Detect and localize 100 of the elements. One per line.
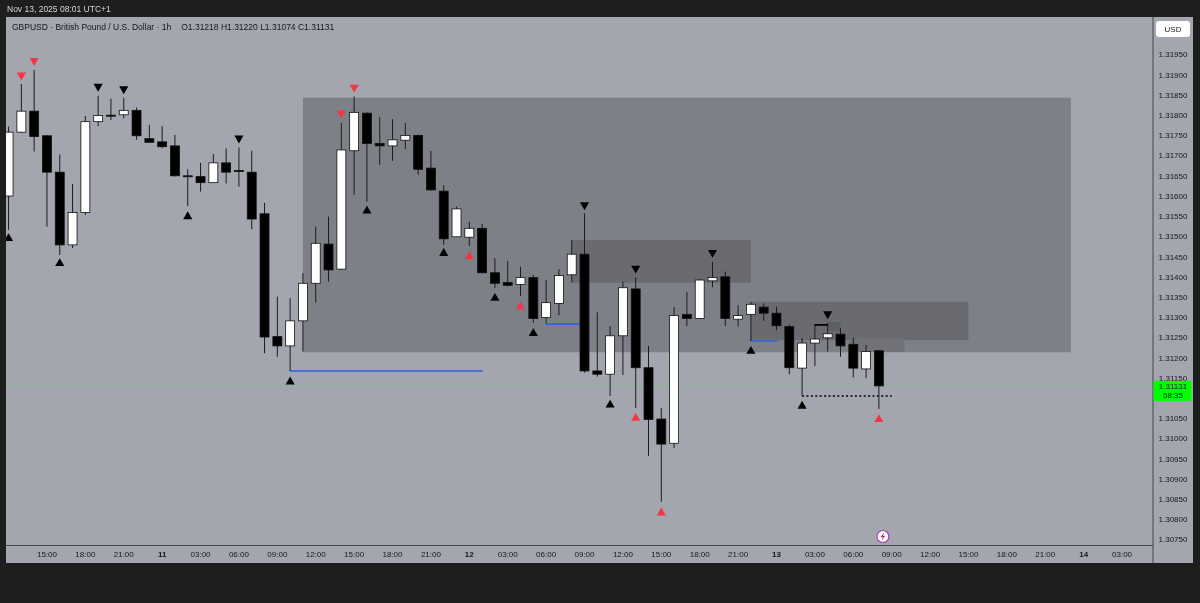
x-tick-label: 12 [464, 550, 475, 560]
candlestick [118, 97, 129, 119]
x-tick-label: 06:00 [536, 550, 557, 560]
y-tick-label: 1.30800 [1158, 515, 1189, 525]
x-tick-label: 11 [157, 550, 167, 560]
candlestick [707, 261, 718, 288]
candlestick [464, 221, 475, 247]
x-tick-label: 12:00 [612, 550, 634, 560]
text: Nov 13, 2025 08:01 UTC+1 [7, 4, 111, 14]
point [746, 345, 756, 354]
x-tick-label: 14 [1079, 550, 1089, 560]
point [579, 202, 590, 211]
point [631, 412, 641, 421]
point [707, 249, 718, 258]
candlestick [835, 327, 846, 358]
candlestick [810, 324, 820, 367]
candlestick [502, 260, 513, 287]
candlestick [682, 291, 692, 327]
candlestick [746, 301, 756, 342]
x-tick-label: 09:00 [574, 550, 596, 560]
candlestick [566, 239, 577, 283]
point [874, 414, 884, 423]
text: 58:35 [1162, 390, 1184, 400]
candlestick [272, 296, 283, 358]
x-tick-label: 21:00 [1035, 550, 1056, 560]
point [797, 400, 807, 409]
y-tick-label: 1.31400 [1158, 272, 1189, 282]
y-tick-label: 1.31200 [1158, 353, 1189, 363]
x-tick-label: 18:00 [996, 550, 1018, 560]
candlestick [848, 337, 859, 378]
x-tick-label: 21:00 [420, 550, 442, 560]
x-tick-label: 12:00 [305, 550, 327, 560]
candlestick [208, 153, 219, 184]
candlestick [861, 344, 871, 379]
candlestick [771, 306, 782, 331]
y-tick-label: 1.31850 [1158, 90, 1189, 100]
point [183, 211, 193, 220]
y-tick-label: 1.31350 [1158, 292, 1189, 302]
point [605, 399, 615, 408]
candlestick [195, 162, 206, 193]
y-tick-label: 1.30900 [1158, 474, 1189, 484]
x-tick-label: 15:00 [958, 550, 980, 560]
text: GBPUSD · British Pound / U.S. Dollar · 1h [12, 22, 172, 32]
point [439, 248, 449, 256]
x-tick-label: 12:00 [920, 550, 941, 560]
point [490, 292, 500, 301]
x-tick-label: 03:00 [1112, 550, 1133, 560]
y-tick-label: 1.31250 [1158, 333, 1189, 343]
point [528, 328, 538, 336]
y-tick-label: 1.31700 [1158, 151, 1189, 161]
y-axis-title: USD [1164, 25, 1182, 34]
y-tick-label: 1.31750 [1158, 131, 1189, 141]
x-tick-label: 03:00 [804, 550, 826, 560]
y-tick-label: 1.30950 [1158, 454, 1189, 464]
y-tick-label: 1.31000 [1158, 434, 1189, 444]
point [93, 83, 103, 92]
point [362, 205, 372, 214]
candlestick [490, 257, 500, 289]
candlestick [182, 168, 193, 207]
y-tick-label: 1.31950 [1158, 50, 1189, 60]
x-tick-label: 15:00 [36, 550, 58, 560]
x-tick-label: 09:00 [267, 550, 288, 560]
candlestick [387, 118, 398, 162]
x-tick-label: 06:00 [228, 550, 250, 560]
candlestick [822, 322, 833, 353]
ref-line-label: 1.31131 [1158, 381, 1188, 391]
x-tick-label: 18:00 [382, 550, 404, 560]
y-tick-label: 1.31050 [1158, 414, 1189, 424]
x-tick-label: 03:00 [497, 550, 519, 560]
candlestick [592, 311, 603, 378]
y-tick-label: 1.31900 [1158, 70, 1189, 80]
y-tick-label: 1.30850 [1158, 494, 1189, 504]
y-tick-label: 1.31500 [1158, 232, 1189, 242]
y-tick-label: 1.31650 [1158, 171, 1189, 181]
candlestick [106, 98, 116, 121]
point [29, 58, 39, 66]
candlestick [157, 125, 168, 149]
candlestick [426, 150, 436, 191]
x-tick-label: 18:00 [75, 550, 96, 560]
y-tick-label: 1.31300 [1158, 313, 1189, 323]
candlestick [541, 279, 551, 324]
x-tick-label: 03:00 [190, 550, 212, 560]
y-tick-label: 1.31150 [1158, 373, 1188, 383]
candlestick [221, 147, 232, 184]
x-tick-label: 06:00 [843, 550, 864, 560]
candlestick [733, 304, 743, 327]
point [464, 251, 474, 260]
x-tick-label: 09:00 [881, 550, 903, 560]
x-tick-label: 18:00 [689, 550, 711, 560]
x-tick-label: 21:00 [113, 550, 135, 560]
point [6, 233, 14, 242]
y-tick-label: 1.30750 [1158, 535, 1189, 545]
candlestick [234, 147, 244, 188]
candlestick [374, 116, 385, 166]
candlestick [400, 122, 411, 150]
point [119, 86, 129, 95]
x-tick-label: 15:00 [651, 550, 672, 560]
candlestick [515, 266, 526, 297]
x-tick-label: 15:00 [344, 550, 365, 560]
y-tick-label: 1.31550 [1158, 212, 1189, 222]
